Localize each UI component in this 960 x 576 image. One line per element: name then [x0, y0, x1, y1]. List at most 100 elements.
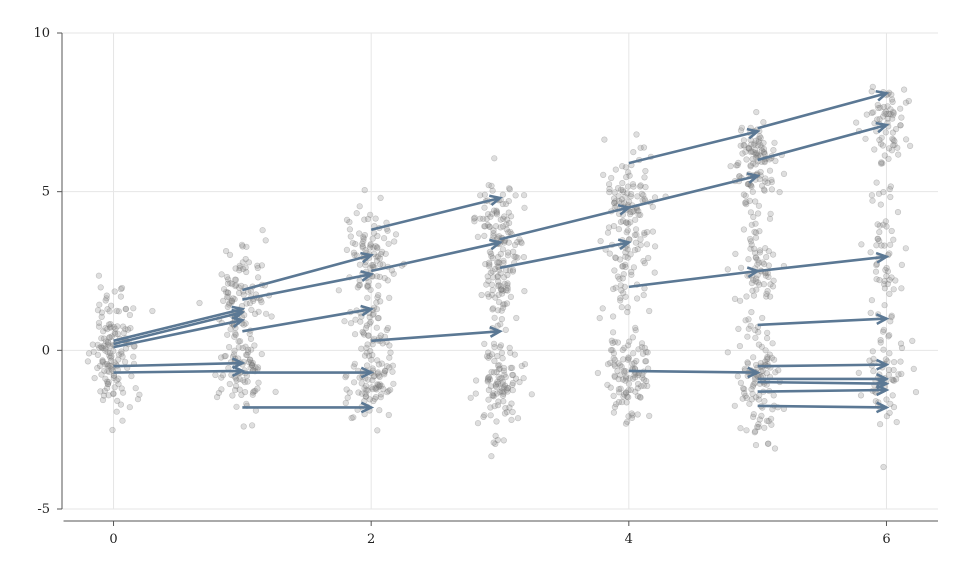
data-point	[768, 179, 775, 186]
data-point	[891, 141, 898, 148]
data-point	[501, 274, 508, 281]
data-point	[877, 339, 884, 346]
data-point	[97, 388, 104, 395]
data-point	[635, 208, 642, 215]
data-point	[610, 285, 617, 293]
data-point	[107, 321, 114, 328]
data-point	[250, 388, 257, 395]
data-point	[231, 351, 238, 358]
data-point	[481, 412, 488, 419]
data-point	[352, 331, 359, 338]
data-point	[884, 115, 891, 122]
data-point	[215, 389, 222, 397]
data-point	[754, 279, 762, 286]
data-point	[343, 246, 351, 253]
data-point	[765, 248, 772, 255]
data-point	[762, 272, 770, 279]
data-point	[389, 362, 397, 369]
data-point	[857, 392, 865, 399]
data-point	[363, 393, 370, 400]
data-point	[895, 151, 902, 158]
data-point	[102, 325, 109, 332]
data-point	[881, 152, 888, 159]
data-point	[618, 363, 625, 370]
data-point	[642, 167, 649, 175]
data-point	[640, 292, 647, 299]
data-point	[218, 271, 225, 278]
data-point	[355, 282, 363, 289]
data-point	[238, 391, 245, 399]
data-point	[100, 392, 107, 399]
data-point	[750, 160, 757, 167]
data-point	[750, 411, 757, 418]
data-point	[888, 274, 895, 281]
data-point	[883, 264, 890, 272]
arrow-shaft	[113, 361, 243, 368]
data-point	[240, 265, 247, 273]
y-tick-label: 0	[42, 343, 50, 358]
data-point	[98, 371, 105, 378]
data-point	[359, 328, 366, 336]
data-point	[624, 356, 632, 363]
data-point	[501, 301, 508, 308]
data-point	[342, 399, 349, 407]
data-point	[110, 391, 117, 398]
data-point	[516, 236, 523, 243]
data-point	[106, 368, 113, 375]
arrow	[113, 308, 246, 346]
data-point	[375, 282, 382, 289]
data-point	[623, 399, 630, 406]
data-point	[739, 150, 746, 157]
data-point	[737, 264, 745, 271]
data-point	[134, 396, 142, 403]
data-point	[349, 239, 356, 246]
arrow-head	[231, 316, 246, 328]
data-point	[869, 197, 876, 204]
data-point	[621, 344, 628, 351]
data-point	[619, 163, 626, 170]
data-point	[748, 241, 755, 248]
data-point	[96, 301, 103, 308]
arrow-head	[747, 366, 761, 379]
data-point	[898, 285, 905, 292]
data-point	[500, 304, 507, 311]
arrow-head	[360, 401, 375, 414]
data-point	[119, 353, 126, 360]
data-point	[758, 343, 765, 350]
arrow-head	[875, 121, 890, 134]
data-point	[626, 172, 633, 179]
data-point	[511, 241, 519, 249]
data-point	[877, 337, 884, 344]
arrow-head	[231, 308, 246, 321]
data-point	[902, 136, 910, 143]
data-point	[108, 333, 115, 340]
data-point	[635, 211, 642, 218]
data-point	[369, 352, 376, 359]
data-point	[84, 358, 91, 365]
data-point	[877, 140, 885, 147]
data-point	[622, 253, 629, 260]
data-point	[501, 280, 508, 287]
data-point	[500, 259, 507, 267]
data-point	[890, 377, 898, 384]
data-point	[739, 385, 747, 392]
data-point	[99, 357, 106, 364]
data-point	[392, 231, 400, 238]
data-point	[367, 211, 374, 218]
data-point	[477, 192, 484, 199]
data-point	[371, 395, 378, 402]
arrow-head	[746, 127, 761, 140]
data-point	[249, 361, 256, 369]
data-point	[611, 356, 619, 364]
data-point	[509, 387, 516, 394]
data-point	[874, 235, 881, 242]
data-point	[494, 402, 502, 409]
data-point	[100, 342, 108, 349]
data-point	[888, 314, 895, 321]
data-point	[750, 381, 757, 388]
data-point	[499, 392, 507, 399]
data-point	[887, 106, 894, 113]
data-point	[505, 239, 512, 246]
data-point	[754, 261, 761, 268]
data-point	[244, 351, 251, 359]
